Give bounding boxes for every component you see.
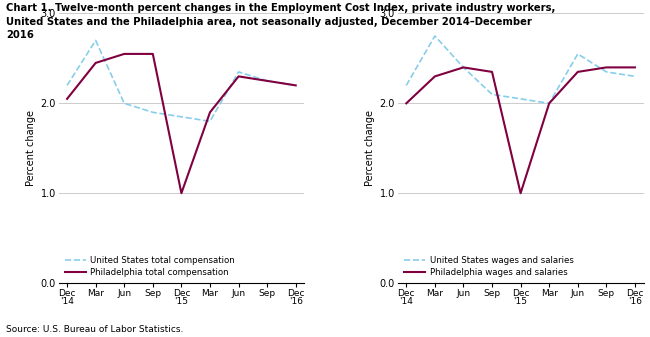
United States total compensation <box>120 101 128 105</box>
Philadelphia total compensation <box>235 74 242 79</box>
Line: United States wages and salaries: United States wages and salaries <box>406 36 635 103</box>
Philadelphia wages and salaries <box>431 74 439 79</box>
Philadelphia wages and salaries <box>574 70 582 74</box>
United States wages and salaries <box>488 92 496 96</box>
Philadelphia total compensation <box>63 97 71 101</box>
United States total compensation <box>235 70 242 74</box>
United States wages and salaries <box>574 52 582 56</box>
Text: Source: U.S. Bureau of Labor Statistics.: Source: U.S. Bureau of Labor Statistics. <box>6 325 184 334</box>
United States total compensation <box>263 79 271 83</box>
Philadelphia total compensation <box>206 110 214 114</box>
Text: Chart 1. Twelve-month percent changes in the Employment Cost Index, private indu: Chart 1. Twelve-month percent changes in… <box>6 3 556 40</box>
Philadelphia total compensation <box>149 52 157 56</box>
Philadelphia wages and salaries <box>545 101 553 105</box>
Line: Philadelphia total compensation: Philadelphia total compensation <box>67 54 296 193</box>
Y-axis label: Percent change: Percent change <box>26 110 36 186</box>
Philadelphia wages and salaries <box>402 101 410 105</box>
United States total compensation <box>92 38 99 42</box>
Line: United States total compensation: United States total compensation <box>67 40 296 121</box>
United States wages and salaries <box>517 97 525 101</box>
Philadelphia wages and salaries <box>517 191 525 195</box>
Y-axis label: Percent change: Percent change <box>365 110 376 186</box>
United States total compensation <box>149 110 157 114</box>
United States wages and salaries <box>545 101 553 105</box>
Philadelphia wages and salaries <box>603 65 610 69</box>
Philadelphia total compensation <box>292 83 300 87</box>
Philadelphia total compensation <box>263 79 271 83</box>
Philadelphia total compensation <box>177 191 185 195</box>
Line: Philadelphia wages and salaries: Philadelphia wages and salaries <box>406 67 635 193</box>
Philadelphia wages and salaries <box>631 65 639 69</box>
United States total compensation <box>206 119 214 123</box>
Philadelphia total compensation <box>92 61 99 65</box>
United States wages and salaries <box>402 83 410 87</box>
Legend: United States total compensation, Philadelphia total compensation: United States total compensation, Philad… <box>63 255 237 279</box>
United States wages and salaries <box>603 70 610 74</box>
United States wages and salaries <box>460 65 467 69</box>
United States total compensation <box>63 83 71 87</box>
Legend: United States wages and salaries, Philadelphia wages and salaries: United States wages and salaries, Philad… <box>402 255 575 279</box>
United States total compensation <box>177 115 185 119</box>
United States wages and salaries <box>431 34 439 38</box>
Philadelphia total compensation <box>120 52 128 56</box>
United States wages and salaries <box>631 74 639 79</box>
Philadelphia wages and salaries <box>460 65 467 69</box>
United States total compensation <box>292 83 300 87</box>
Philadelphia wages and salaries <box>488 70 496 74</box>
